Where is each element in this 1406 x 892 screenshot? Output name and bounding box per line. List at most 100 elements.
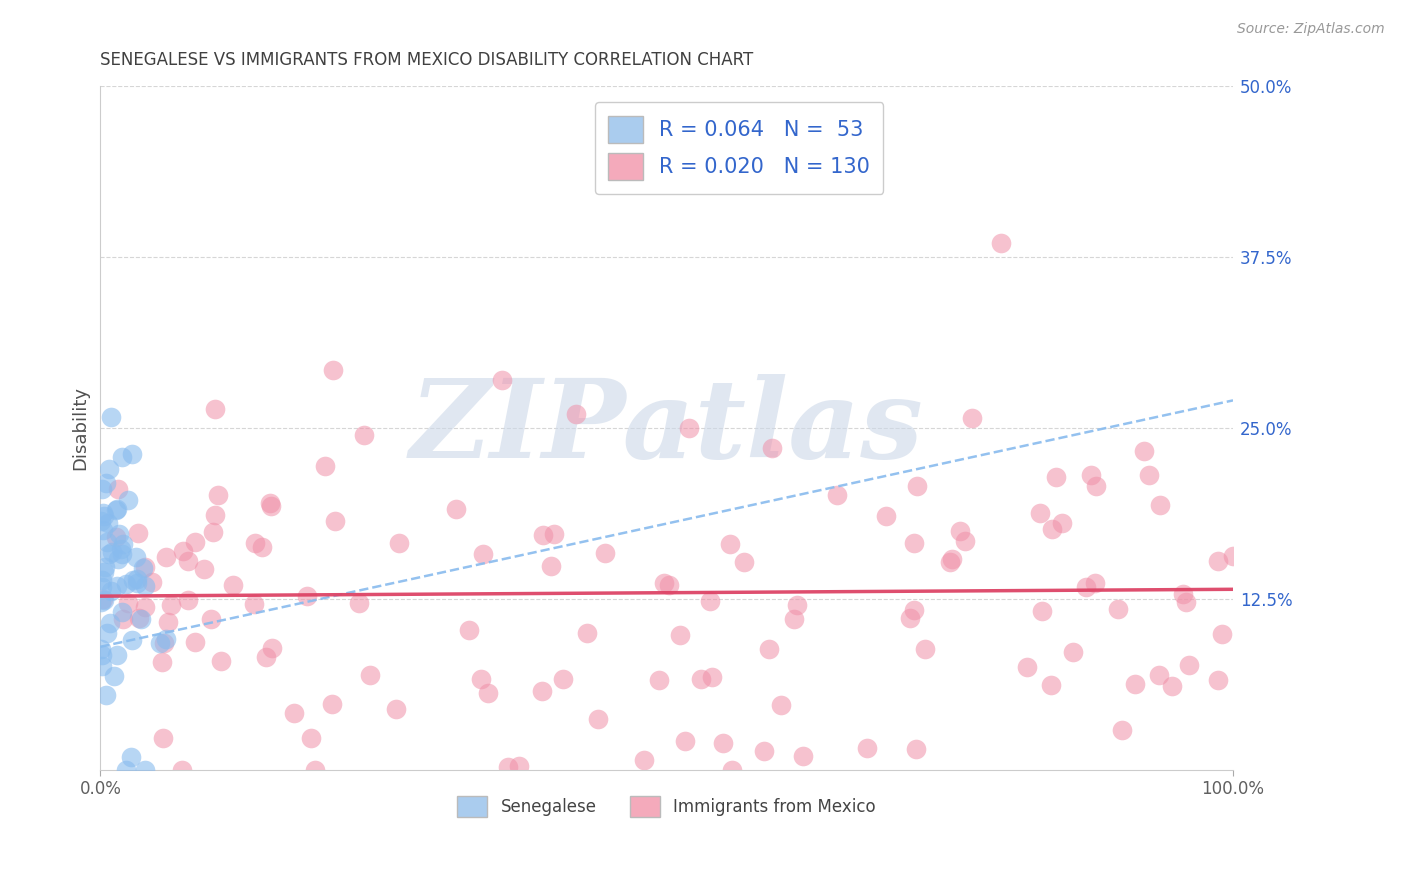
Point — [259, 496, 281, 510]
Point — [678, 421, 700, 435]
Point — [121, 447, 143, 461]
Point — [1040, 522, 1063, 536]
Point — [304, 763, 326, 777]
Point — [914, 642, 936, 657]
Point — [388, 536, 411, 550]
Point — [1161, 679, 1184, 693]
Point — [856, 740, 879, 755]
Point — [458, 623, 481, 637]
Point — [299, 731, 322, 746]
Point — [98, 462, 121, 476]
Point — [121, 632, 143, 647]
Point — [1062, 645, 1084, 659]
Point — [94, 688, 117, 702]
Point — [949, 524, 972, 539]
Point — [733, 555, 755, 569]
Point — [359, 668, 381, 682]
Point — [700, 670, 723, 684]
Point — [134, 763, 156, 777]
Point — [112, 611, 135, 625]
Point — [149, 636, 172, 650]
Point — [1222, 549, 1244, 563]
Point — [477, 685, 499, 699]
Point — [160, 598, 183, 612]
Point — [91, 506, 114, 520]
Point — [100, 584, 122, 599]
Point — [553, 672, 575, 686]
Point — [94, 560, 117, 574]
Point — [1084, 576, 1107, 591]
Point — [491, 373, 513, 387]
Point — [90, 595, 112, 609]
Point — [120, 750, 142, 764]
Point — [90, 642, 112, 657]
Point — [260, 499, 283, 513]
Point — [91, 592, 114, 607]
Point — [321, 698, 343, 712]
Point — [633, 753, 655, 767]
Point — [117, 596, 139, 610]
Point — [531, 527, 554, 541]
Point — [96, 535, 118, 549]
Point — [115, 763, 138, 777]
Point — [295, 590, 318, 604]
Point — [91, 524, 114, 538]
Point — [1133, 444, 1156, 458]
Point — [508, 759, 530, 773]
Point — [105, 502, 128, 516]
Point — [155, 549, 177, 564]
Point — [111, 450, 134, 464]
Point — [105, 503, 128, 517]
Point — [657, 578, 679, 592]
Text: SENEGALESE VS IMMIGRANTS FROM MEXICO DISABILITY CORRELATION CHART: SENEGALESE VS IMMIGRANTS FROM MEXICO DIS… — [100, 51, 754, 69]
Point — [129, 612, 152, 626]
Point — [100, 615, 122, 630]
Point — [127, 526, 149, 541]
Point — [1206, 553, 1229, 567]
Point — [134, 559, 156, 574]
Point — [470, 672, 492, 686]
Point — [711, 736, 734, 750]
Point — [107, 552, 129, 566]
Point — [1174, 594, 1197, 608]
Point — [94, 475, 117, 490]
Point — [204, 401, 226, 416]
Point — [903, 535, 925, 549]
Point — [530, 684, 553, 698]
Point — [758, 642, 780, 657]
Point — [90, 580, 112, 594]
Point — [471, 547, 494, 561]
Point — [1111, 723, 1133, 737]
Text: Source: ZipAtlas.com: Source: ZipAtlas.com — [1237, 22, 1385, 37]
Point — [110, 542, 132, 557]
Point — [177, 592, 200, 607]
Point — [792, 749, 814, 764]
Point — [200, 612, 222, 626]
Point — [93, 593, 115, 607]
Point — [112, 537, 135, 551]
Point — [104, 530, 127, 544]
Point — [1076, 580, 1098, 594]
Point — [254, 650, 277, 665]
Point — [107, 482, 129, 496]
Point — [1107, 602, 1129, 616]
Point — [1178, 658, 1201, 673]
Point — [101, 545, 124, 559]
Point — [540, 559, 562, 574]
Point — [1029, 506, 1052, 520]
Point — [990, 235, 1012, 250]
Point — [132, 561, 155, 575]
Point — [172, 544, 194, 558]
Point — [699, 593, 721, 607]
Point — [209, 655, 232, 669]
Point — [155, 632, 177, 647]
Point — [152, 636, 174, 650]
Point — [1031, 604, 1053, 618]
Point — [141, 574, 163, 589]
Point — [1080, 468, 1102, 483]
Point — [177, 554, 200, 568]
Point — [1039, 678, 1062, 692]
Point — [955, 533, 977, 548]
Point — [170, 763, 193, 777]
Point — [128, 611, 150, 625]
